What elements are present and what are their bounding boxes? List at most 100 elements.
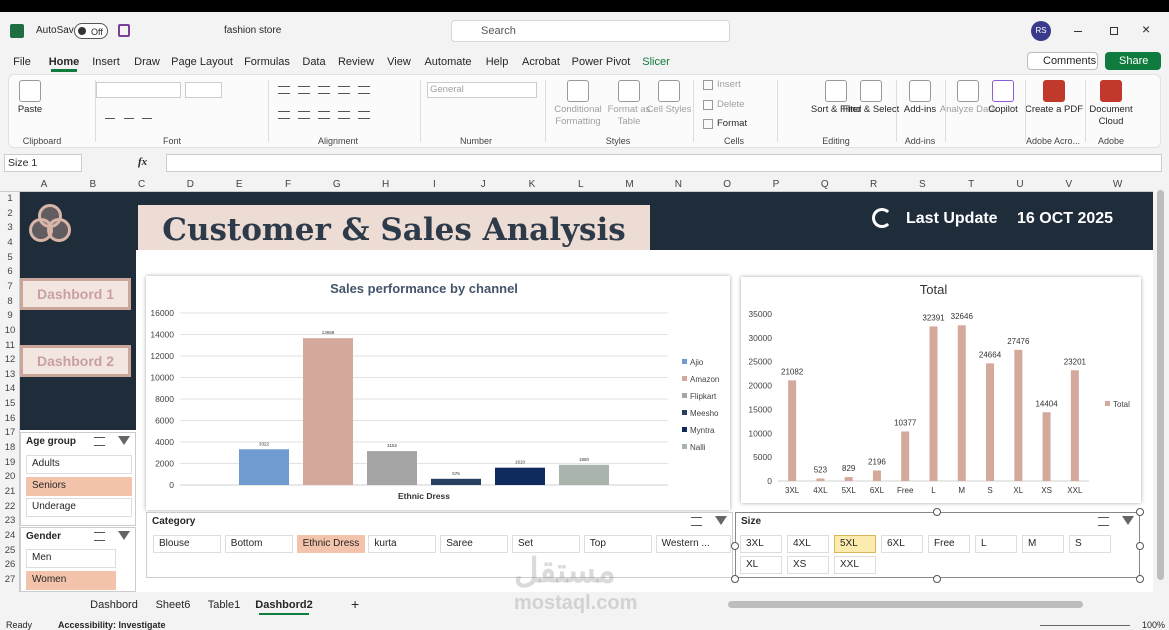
menu-tab[interactable]: Power Pivot	[571, 56, 631, 68]
sheet-tab[interactable]: Dashbord2	[255, 599, 313, 611]
multi-select-icon[interactable]	[1098, 517, 1109, 526]
slicer-item-label[interactable]: XS	[793, 559, 807, 570]
font-style-btn[interactable]	[124, 108, 134, 119]
row-header[interactable]: 7	[7, 280, 13, 292]
font-style-btn[interactable]	[105, 108, 115, 119]
ribbon-button[interactable]: Conditional Formatting	[554, 104, 602, 127]
win-max[interactable]	[1110, 27, 1118, 35]
nav-button-label[interactable]: Dashbord 1	[36, 286, 114, 302]
slicer-item-label[interactable]: Ethnic Dress	[302, 538, 360, 549]
align-btn[interactable]	[338, 111, 350, 119]
row-header[interactable]: 11	[5, 339, 15, 351]
nav-button[interactable]	[20, 345, 131, 377]
ribbon-button[interactable]: Cell Styles	[646, 104, 692, 115]
font-style-btn[interactable]	[142, 108, 152, 119]
column-header[interactable]: T	[968, 179, 975, 190]
slicer-item[interactable]	[881, 535, 923, 553]
slicer-item-label[interactable]: M	[1028, 538, 1037, 549]
menu-tab[interactable]: Help	[485, 56, 509, 68]
slicer-item[interactable]	[1069, 535, 1111, 553]
clear-filter-icon[interactable]	[118, 531, 130, 540]
row-header[interactable]: 10	[4, 324, 16, 336]
slicer-item[interactable]	[928, 535, 970, 553]
ribbon-button[interactable]: Delete	[717, 99, 745, 110]
ribbon-button[interactable]: Analyze Data	[939, 104, 997, 115]
row-header[interactable]: 25	[4, 544, 16, 556]
row-header[interactable]: 8	[7, 295, 13, 307]
slicer-item-label[interactable]: Women	[32, 573, 67, 585]
slicer-item-label[interactable]: Set	[518, 538, 534, 549]
formula-input[interactable]	[166, 154, 1162, 172]
row-header[interactable]: 12	[4, 354, 16, 366]
win-close[interactable]: ×	[1142, 21, 1151, 37]
column-header[interactable]: Q	[820, 179, 829, 190]
slicer-item[interactable]	[512, 535, 580, 553]
column-header[interactable]: D	[186, 179, 194, 190]
row-header[interactable]: 19	[4, 456, 16, 468]
row-header[interactable]: 18	[4, 442, 16, 454]
slicer-item[interactable]	[26, 549, 116, 568]
column-header[interactable]: W	[1112, 179, 1123, 190]
multi-select-icon[interactable]	[691, 517, 702, 526]
menu-tab[interactable]: File	[13, 56, 31, 68]
slicer-item[interactable]	[740, 535, 782, 553]
menu-tab[interactable]: Formulas	[244, 56, 290, 68]
slicer-item-label[interactable]: 4XL	[793, 538, 811, 549]
ribbon-button[interactable]: Paste	[17, 104, 43, 115]
comments-btn[interactable]	[1027, 52, 1098, 70]
menu-tab[interactable]: Data	[302, 56, 326, 68]
zoom-slider[interactable]	[1040, 625, 1130, 626]
size-box[interactable]	[185, 82, 222, 98]
share-label[interactable]: Share	[1119, 55, 1149, 67]
ribbon-button[interactable]: Sort & Filter	[810, 104, 862, 115]
slicer-item-label[interactable]: Seniors	[32, 479, 66, 491]
multi-select-icon[interactable]	[94, 437, 105, 446]
align-btn[interactable]	[298, 86, 310, 94]
column-header[interactable]: F	[284, 179, 292, 190]
slicer-item[interactable]	[440, 535, 509, 553]
ribbon-button[interactable]: Find & Select	[842, 104, 900, 115]
row-header[interactable]: 6	[7, 266, 13, 278]
menu-tab[interactable]: Draw	[134, 56, 160, 68]
align-btn[interactable]	[318, 86, 330, 94]
menu-tab[interactable]: Page Layout	[171, 56, 233, 68]
slicer-item[interactable]	[26, 476, 132, 496]
slicer-item-label[interactable]: Free	[934, 538, 955, 549]
menu-tab[interactable]: View	[387, 56, 411, 68]
slicer-item[interactable]	[153, 535, 221, 553]
menu-tab[interactable]: Acrobat	[522, 56, 560, 68]
slicer-item[interactable]	[740, 556, 782, 574]
save-icon[interactable]	[118, 24, 130, 37]
slicer-item[interactable]	[368, 535, 437, 553]
ribbon-button[interactable]: Format	[717, 118, 748, 129]
slicer-item-label[interactable]: Blouse	[159, 538, 190, 549]
slicer-item-label[interactable]: Adults	[32, 458, 60, 469]
slicer-item[interactable]	[1022, 535, 1064, 553]
menu-tab[interactable]: Review	[337, 56, 375, 68]
slicer-item-label[interactable]: Bottom	[230, 538, 263, 549]
slicer-item-label[interactable]: Top	[589, 538, 606, 549]
slicer-item[interactable]	[787, 535, 829, 553]
align-btn[interactable]	[278, 111, 290, 119]
slicer-item[interactable]	[26, 498, 132, 517]
column-header[interactable]: G	[332, 179, 341, 190]
slicer-item-label[interactable]: L	[981, 538, 987, 549]
number-format-box[interactable]	[427, 82, 537, 98]
add-sheet[interactable]: +	[351, 596, 360, 612]
user-avatar[interactable]	[1031, 21, 1051, 41]
slicer-item-label[interactable]: 5XL	[840, 538, 858, 549]
column-header[interactable]: R	[869, 179, 878, 190]
align-btn[interactable]	[358, 111, 370, 119]
clear-filter-icon[interactable]	[1122, 516, 1134, 525]
menu-tab[interactable]: Home	[48, 56, 80, 68]
column-header[interactable]: A	[40, 179, 48, 190]
row-header[interactable]: 1	[7, 193, 13, 204]
row-header[interactable]: 13	[4, 368, 16, 380]
ribbon-button[interactable]: Add-ins	[903, 104, 937, 115]
slicer-item[interactable]	[834, 535, 876, 553]
ribbon-button[interactable]: Insert	[717, 79, 741, 90]
slicer-item-label[interactable]: Underage	[32, 501, 76, 512]
column-header[interactable]: M	[625, 179, 634, 190]
align-btn[interactable]	[338, 86, 350, 94]
column-header[interactable]: K	[528, 179, 536, 190]
